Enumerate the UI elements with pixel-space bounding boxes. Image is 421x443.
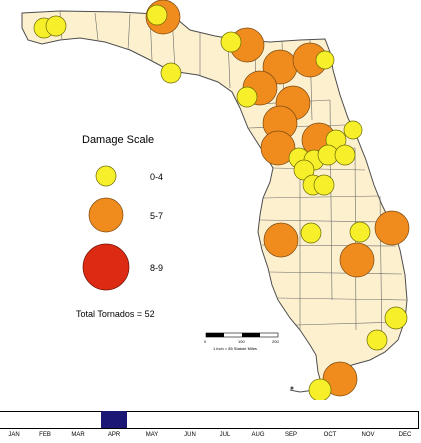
scale-tick-0: 0 xyxy=(204,339,207,344)
tornado-marker-0-4 xyxy=(349,221,371,243)
scale-bar xyxy=(205,332,279,338)
scale-tick-100: 100 xyxy=(238,339,245,344)
month-label-nov[interactable]: NOV xyxy=(361,432,375,438)
month-label-aug[interactable]: AUG xyxy=(251,432,265,438)
tornado-marker-0-4 xyxy=(315,50,335,70)
tornado-marker-0-4 xyxy=(343,120,363,140)
legend-label-8-9: 8-9 xyxy=(150,263,164,273)
timeline-track[interactable] xyxy=(0,411,419,429)
month-label-mar[interactable]: MAR xyxy=(71,432,85,438)
legend-title: Damage Scale xyxy=(82,134,155,146)
month-labels: JAN FEB MAR APR MAY JUN JUL AUG SEP OCT … xyxy=(0,432,421,442)
month-label-feb[interactable]: FEB xyxy=(39,432,51,438)
legend-symbol-0-4 xyxy=(95,165,117,187)
legend-symbol-5-7 xyxy=(88,197,124,233)
tornado-marker-0-4 xyxy=(384,306,408,330)
tornado-marker-5-7 xyxy=(263,222,299,258)
tornado-marker-0-4 xyxy=(334,144,356,166)
tornado-marker-5-7 xyxy=(260,130,296,166)
tornado-marker-0-4 xyxy=(313,174,335,196)
scale-caption: 1 inch = 85 Statute Miles xyxy=(213,346,257,351)
month-timeline[interactable] xyxy=(0,411,421,429)
month-label-apr[interactable]: APR xyxy=(107,432,121,438)
scale-tick-200: 200 xyxy=(272,339,279,344)
dry-tortugas xyxy=(290,386,294,390)
timeline-selected-month-marker[interactable] xyxy=(101,411,127,428)
tornado-markers xyxy=(33,0,410,400)
tornado-marker-5-7 xyxy=(374,210,410,246)
month-label-sep[interactable]: SEP xyxy=(284,432,298,438)
tornado-marker-0-4 xyxy=(300,222,322,244)
florida-tornado-map xyxy=(21,0,410,400)
tornado-marker-0-4 xyxy=(146,4,168,26)
month-label-may[interactable]: MAY xyxy=(145,432,159,438)
month-label-dec[interactable]: DEC xyxy=(398,432,412,438)
month-label-oct[interactable]: OCT xyxy=(323,432,337,438)
tornado-marker-0-4 xyxy=(220,31,242,53)
tornado-marker-0-4 xyxy=(160,62,182,84)
tornado-marker-5-7 xyxy=(339,242,375,278)
legend-symbol-8-9 xyxy=(82,243,130,291)
month-label-jul[interactable]: JUL xyxy=(219,432,231,438)
month-label-jan[interactable]: JAN xyxy=(8,432,20,438)
florida-landmass xyxy=(21,10,408,387)
tornado-marker-5-7 xyxy=(322,361,358,397)
tornado-marker-0-4 xyxy=(236,86,258,108)
tornado-marker-0-4 xyxy=(45,15,67,37)
total-tornados: Total Tornados = 52 xyxy=(76,309,155,319)
month-label-jun[interactable]: JUN xyxy=(184,432,196,438)
tornado-marker-0-4 xyxy=(366,329,388,351)
legend-label-0-4: 0-4 xyxy=(150,172,164,182)
tornado-marker-0-4 xyxy=(308,378,332,400)
legend-label-5-7: 5-7 xyxy=(150,211,164,221)
legend-symbols xyxy=(82,165,130,291)
